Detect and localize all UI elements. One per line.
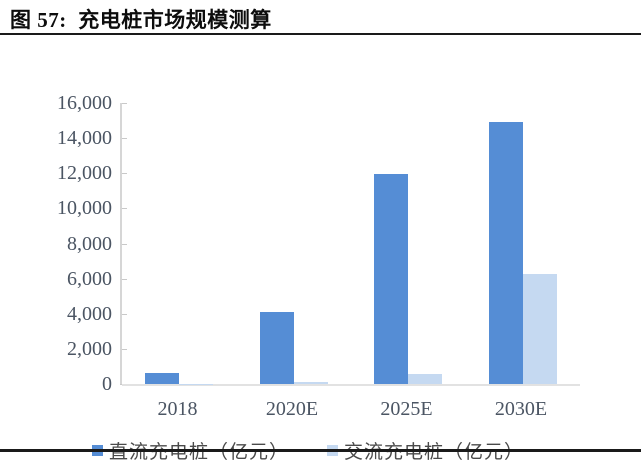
y-tick-label: 14,000	[6, 128, 112, 148]
top-rule	[0, 33, 641, 35]
x-tick-label: 2025E	[349, 398, 464, 421]
plot-area	[120, 103, 580, 384]
y-tick-label: 6,000	[6, 269, 112, 289]
ac-bar-2020E	[294, 382, 328, 384]
dc-bar-2030E	[489, 122, 523, 384]
y-tick-label: 8,000	[6, 234, 112, 254]
x-tick-label: 2018	[120, 398, 235, 421]
x-tick-label: 2020E	[235, 398, 350, 421]
bottom-rule	[0, 449, 641, 452]
ac-bar-2025E	[408, 374, 442, 384]
dc-bar-2025E	[374, 174, 408, 384]
y-tick-label: 12,000	[6, 163, 112, 183]
y-tick-label: 10,000	[6, 198, 112, 218]
dc-bar-2018	[145, 373, 179, 384]
x-tick-label: 2030E	[464, 398, 579, 421]
y-tick-label: 2,000	[6, 339, 112, 359]
figure-title: 图 57: 充电桩市场规模测算	[10, 4, 272, 34]
y-tick-label: 0	[6, 374, 112, 394]
y-tick-label: 16,000	[6, 93, 112, 113]
x-axis-line	[122, 384, 580, 386]
bar-chart: 0 2,000 4,000 6,000 8,000 10,000 12,000 14,000 1…	[0, 38, 641, 438]
ac-bar-2030E	[523, 274, 557, 384]
y-tick-label: 4,000	[6, 304, 112, 324]
dc-bar-2020E	[260, 312, 294, 384]
